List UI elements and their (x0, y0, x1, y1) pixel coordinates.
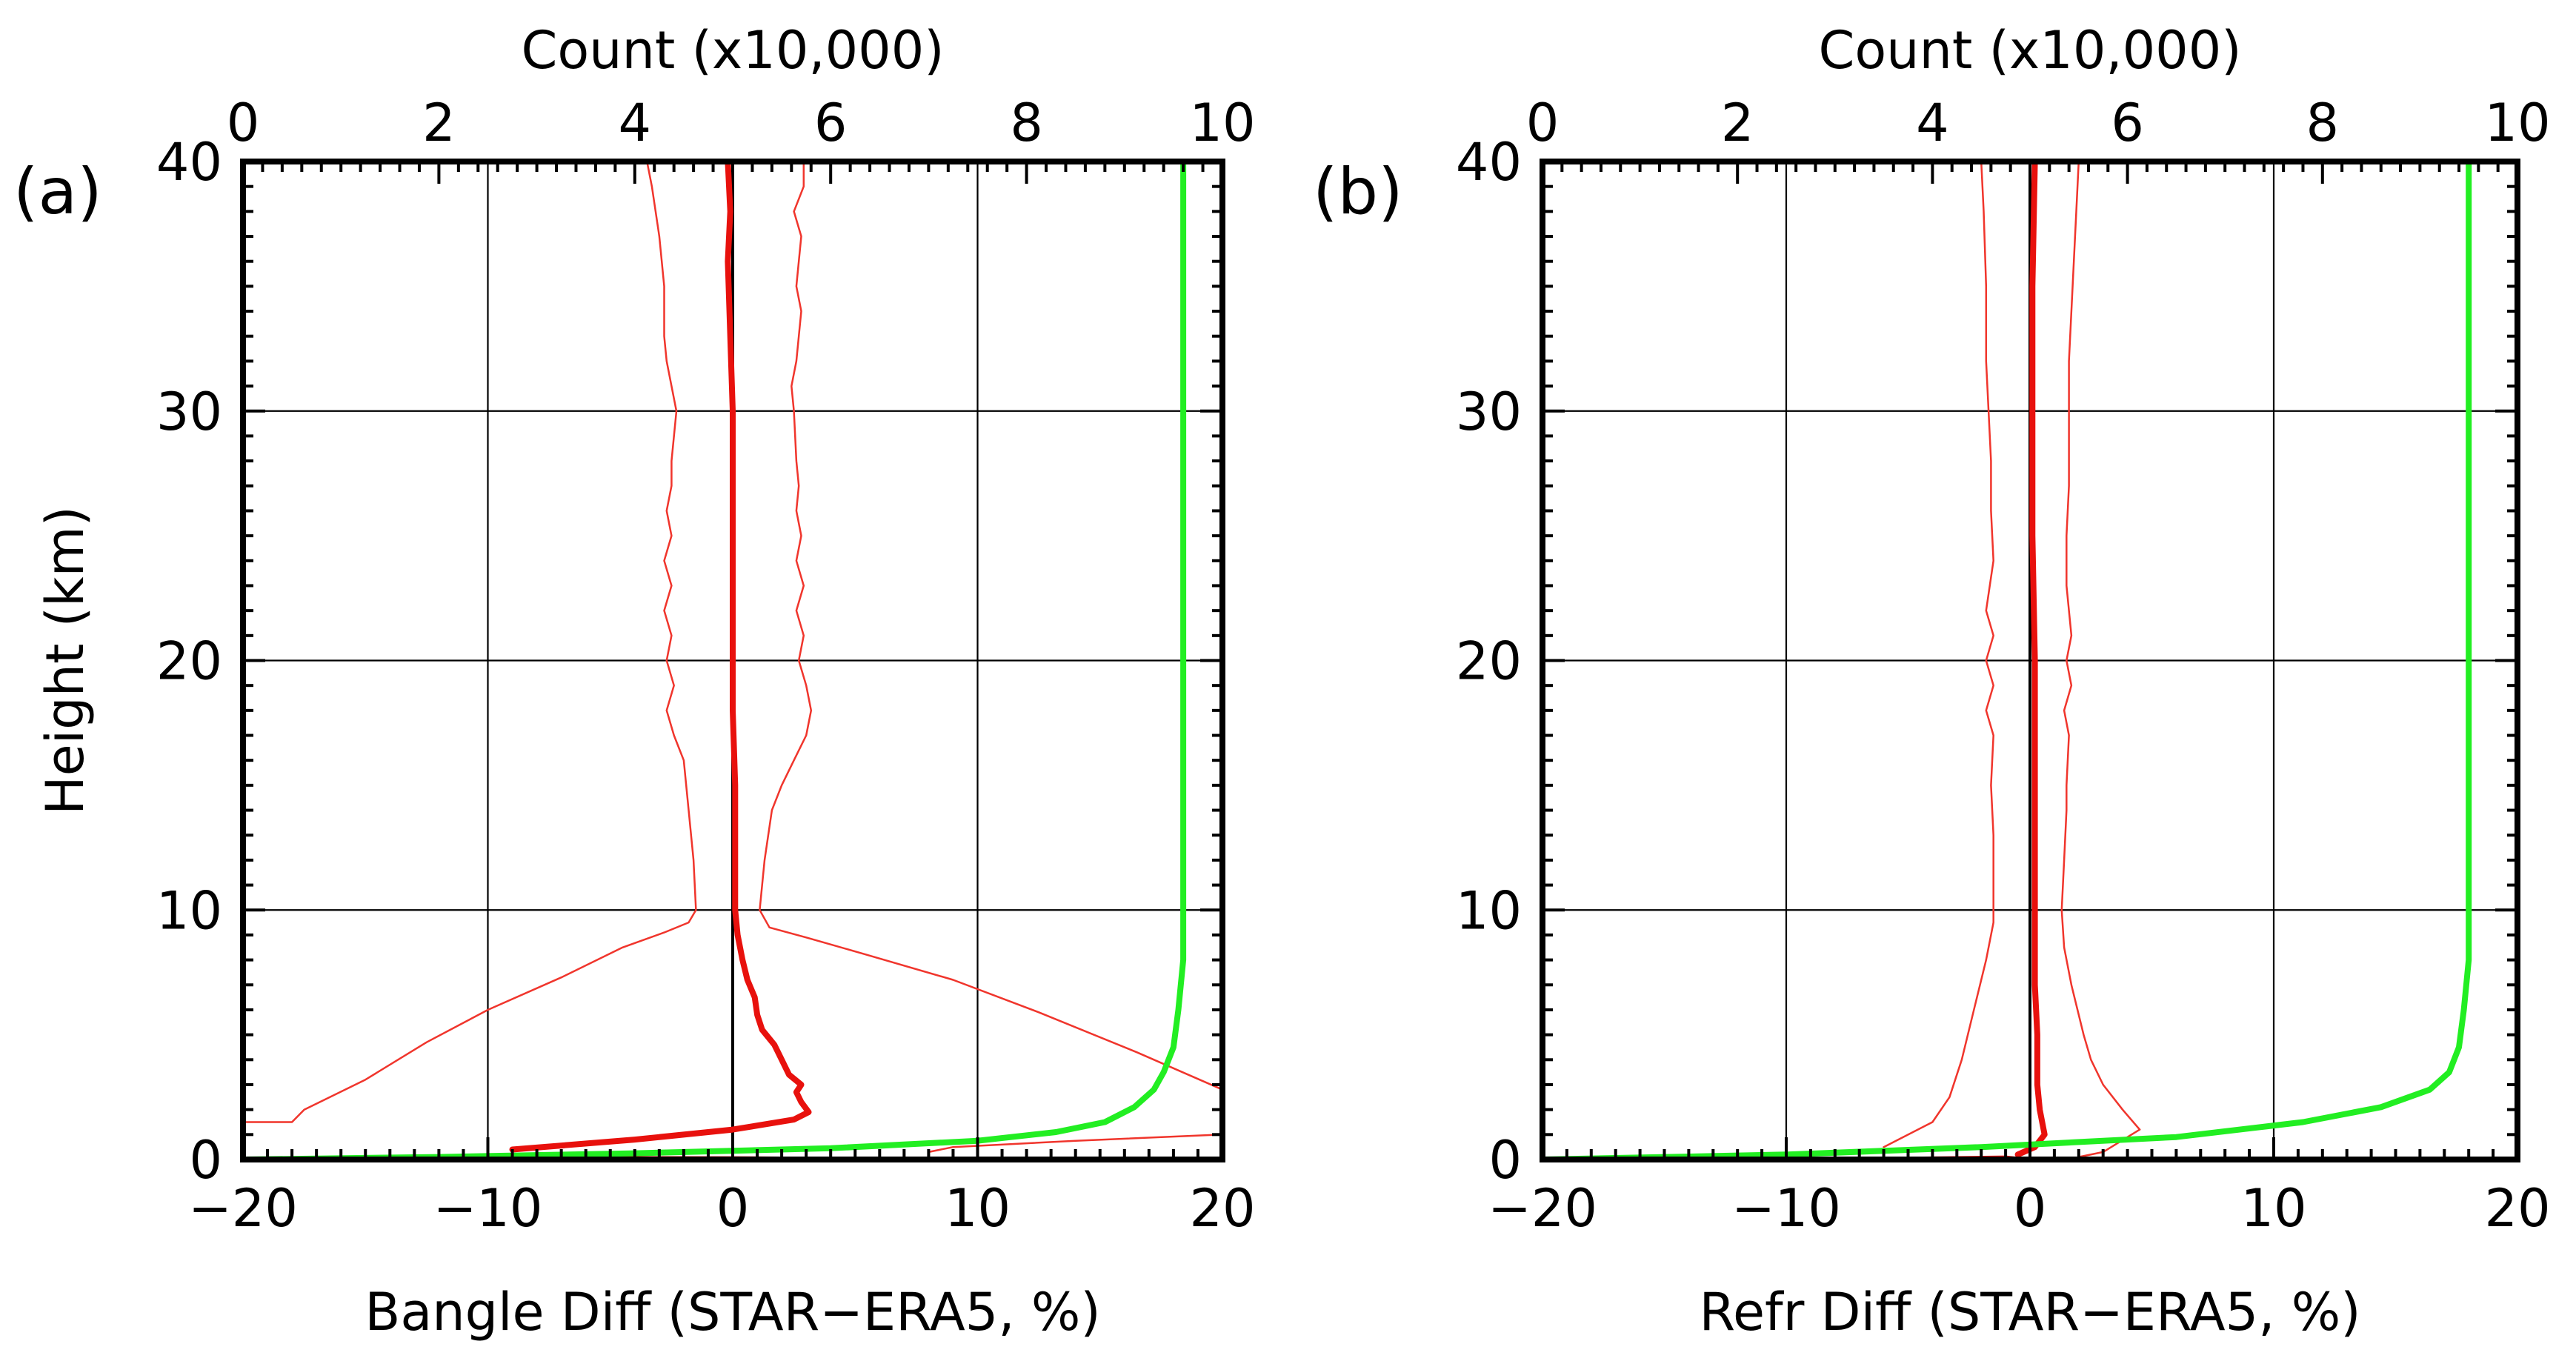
panel-a-tick-labels: −20 −10 0 10 20 0 2 4 6 8 10 0 10 20 30 40 (156, 93, 1256, 1239)
panel-b-x-axis-label: Refr Diff (STAR−ERA5, %) (1699, 1282, 2360, 1343)
panel-b-series-mean-plus-std (2060, 160, 2141, 1131)
x-tick-label: −10 (1731, 1178, 1841, 1239)
y-tick-label: 30 (1456, 382, 1522, 442)
panel-a-series-count (240, 159, 1187, 1162)
top-tick-label: 0 (1526, 93, 1560, 153)
top-tick-label: 2 (422, 93, 456, 153)
top-tick-label: 4 (619, 93, 652, 153)
panel-b-ticks (1541, 160, 2519, 1161)
y-tick-label: 20 (156, 631, 222, 692)
panel-b-series-count (1540, 159, 2472, 1162)
top-tick-label: 8 (2306, 93, 2340, 153)
y-tick-label: 10 (156, 880, 222, 941)
top-tick-label: 4 (1916, 93, 1949, 153)
y-tick-label: 0 (189, 1130, 222, 1191)
x-tick-label: 20 (1189, 1178, 1255, 1239)
x-tick-label: 20 (2484, 1178, 2550, 1239)
y-tick-label: 20 (1456, 631, 1522, 692)
y-tick-label: 30 (156, 382, 222, 442)
panel-a-y-axis-label: Height (km) (35, 506, 96, 815)
panel-b-series-mean (2014, 159, 2048, 1158)
y-tick-label: 10 (1456, 880, 1522, 941)
top-tick-label: 6 (2111, 93, 2144, 153)
top-tick-label: 10 (2484, 93, 2550, 153)
top-tick-label: 2 (1721, 93, 1754, 153)
x-tick-label: −20 (1488, 1178, 1597, 1239)
panel-a-label: (a) (13, 155, 102, 229)
top-tick-label: 6 (814, 93, 848, 153)
x-tick-label: 10 (945, 1178, 1011, 1239)
panel-a: −20 −10 0 10 20 0 2 4 6 8 10 0 10 20 30 40 Count (x10,0… (13, 20, 1256, 1343)
panel-b: −20 −10 0 10 20 0 2 4 6 8 10 0 10 20 30 40 Count (x10,0… (1313, 20, 2551, 1343)
panel-a-top-axis-label: Count (x10,000) (521, 20, 944, 81)
x-tick-label: 0 (2014, 1178, 2047, 1239)
top-tick-label: 0 (227, 93, 260, 153)
panel-b-label: (b) (1313, 155, 1403, 229)
panel-a-series-mean-plus-std (759, 160, 1224, 1091)
top-tick-label: 10 (1189, 93, 1255, 153)
x-tick-label: −20 (188, 1178, 298, 1239)
x-tick-label: −10 (433, 1178, 543, 1239)
y-tick-label: 40 (156, 132, 222, 193)
panel-a-ticks (242, 160, 1224, 1161)
panel-a-series-mean-minus-std (242, 160, 697, 1123)
panel-a-x-axis-label: Bangle Diff (STAR−ERA5, %) (365, 1282, 1100, 1343)
panel-b-tick-labels: −20 −10 0 10 20 0 2 4 6 8 10 0 10 20 30 40 (1456, 93, 2551, 1239)
y-tick-label: 40 (1456, 132, 1522, 193)
panel-b-top-axis-label: Count (x10,000) (1818, 20, 2241, 81)
panel-a-series-mean (509, 159, 812, 1153)
top-tick-label: 8 (1010, 93, 1043, 153)
panel-b-series-mean-minus-std (1883, 160, 1994, 1148)
y-tick-label: 0 (1488, 1130, 1522, 1191)
panel-a-series-std-low-branch (928, 1134, 1224, 1154)
x-tick-label: 0 (716, 1178, 750, 1239)
x-tick-label: 10 (2240, 1178, 2306, 1239)
